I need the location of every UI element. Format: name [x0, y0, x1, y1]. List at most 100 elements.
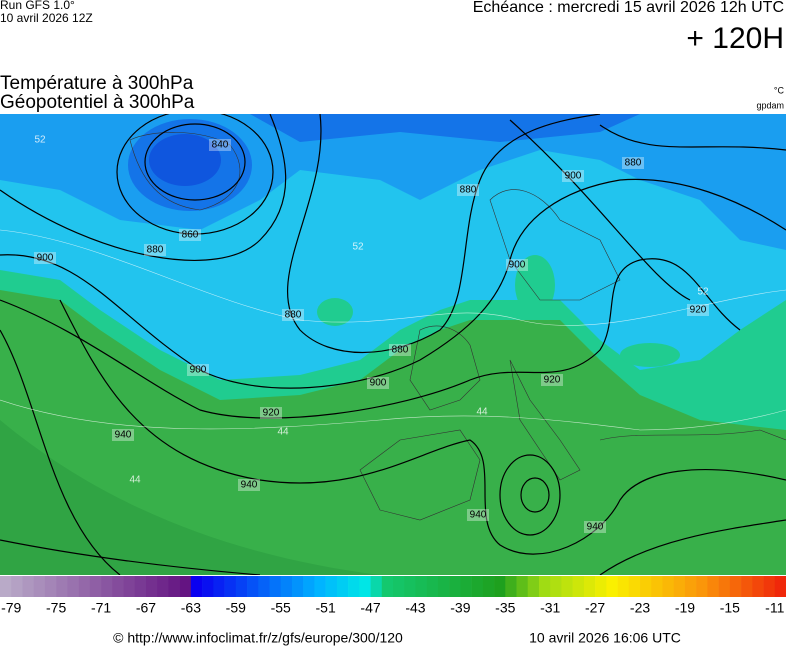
label-box: [506, 259, 528, 271]
colorbar-cell: [291, 576, 304, 597]
colorbar-cell: [741, 576, 753, 597]
colorbar-cell: [370, 576, 383, 597]
colorbar-label: -75: [46, 600, 66, 616]
colorbar-cell: [538, 576, 551, 597]
colorbar-cell: [404, 576, 416, 597]
colorbar-cell: [22, 576, 34, 597]
label-box: [112, 429, 134, 441]
colorbar-cell: [572, 576, 585, 597]
contour-label: 860: [182, 230, 199, 241]
colorbar-cell: [482, 576, 495, 597]
contour-label: 900: [565, 171, 582, 182]
blue-dark: [250, 114, 640, 142]
colorbar-cell: [426, 576, 439, 597]
colorbar-cell: [437, 576, 450, 597]
contour-label: 840: [212, 140, 229, 151]
contour-label: 920: [544, 375, 561, 386]
colorbar-cell: [303, 576, 315, 597]
colorbar-cell: [67, 576, 79, 597]
colorbar-cell: [190, 576, 203, 597]
colorbar-cell: [471, 576, 484, 597]
colorbar-cell: [168, 576, 180, 597]
colorbar-label: -39: [450, 600, 470, 616]
colorbar-cell: [718, 576, 731, 597]
colorbar-cell: [505, 576, 517, 597]
colorbar-label: -55: [271, 600, 291, 616]
colorbar-label: -23: [630, 600, 650, 616]
blue-deep: [149, 134, 221, 186]
title-geopotential: Géopotentiel à 300hPa: [0, 92, 195, 113]
label-box: [584, 521, 606, 533]
contour-label: 920: [263, 408, 280, 419]
colorbar-cell: [213, 576, 225, 597]
label-box: [562, 170, 584, 182]
colorbar-label: -47: [360, 600, 380, 616]
temperature-label: 52: [697, 287, 709, 298]
colorbar-cell: [628, 576, 641, 597]
label-box: [541, 374, 563, 386]
colorbar-label: -35: [495, 600, 515, 616]
colorbar-label: -79: [1, 600, 21, 616]
colorbar-label: -67: [136, 600, 156, 616]
label-box: [179, 229, 201, 241]
colorbar-cell: [314, 576, 326, 597]
green-dark: [0, 420, 380, 575]
colorbar-label: -31: [540, 600, 560, 616]
colorbar-label: -19: [675, 600, 695, 616]
label-box: [209, 139, 231, 151]
map: [0, 114, 786, 575]
contour-label: 880: [285, 310, 302, 321]
colorbar-cell: [415, 576, 427, 597]
colorbar-cell: [44, 576, 57, 597]
colorbar-cell: [516, 576, 529, 597]
source: © http://www.infoclimat.fr/z/gfs/europe/…: [113, 630, 403, 646]
colorbar-cell: [0, 576, 12, 597]
cyan-green: [317, 298, 353, 326]
contour-label: 940: [470, 510, 487, 521]
colorbar-cell: [247, 576, 259, 597]
contour-label: 900: [190, 365, 207, 376]
colorbar-cell: [134, 576, 147, 597]
colorbar-cell: [11, 576, 23, 597]
colorbar-label: -11: [765, 600, 784, 616]
colorbar-cell: [224, 576, 237, 597]
contour-label: 880: [392, 345, 409, 356]
contour-label: 920: [690, 305, 707, 316]
contour-label: 880: [625, 158, 642, 169]
colorbar-cell: [449, 576, 461, 597]
colorbar-cell: [258, 576, 270, 597]
colorbar-label: -63: [181, 600, 201, 616]
colorbar-cell: [336, 576, 349, 597]
temperature-label: 44: [476, 407, 488, 418]
colorbar-cell: [393, 576, 405, 597]
colorbar-cell: [550, 576, 562, 597]
colorbar-label: -43: [405, 600, 425, 616]
colorbar-cell: [157, 576, 169, 597]
colorbar-cell: [145, 576, 158, 597]
colorbar-cell: [179, 576, 192, 597]
colorbar-cell: [460, 576, 472, 597]
temperature-label: 52: [34, 135, 46, 146]
colorbar-cell: [33, 576, 46, 597]
colorbar-cell: [752, 576, 764, 597]
contour-label: 940: [587, 522, 604, 533]
colorbar-cell: [684, 576, 697, 597]
colorbar-cell: [617, 576, 630, 597]
colorbar-label: -71: [91, 600, 111, 616]
colorbar-cell: [101, 576, 113, 597]
title-temperature: Température à 300hPa: [0, 73, 194, 94]
colorbar-cell: [640, 576, 652, 597]
colorbar-cell: [494, 576, 506, 597]
temperature-contours: [0, 229, 786, 431]
colorbar-cell: [583, 576, 596, 597]
colorbar-cell: [359, 576, 371, 597]
colorbar-cell: [774, 576, 786, 597]
colorbar-cell: [673, 576, 686, 597]
colorbar-cell: [696, 576, 708, 597]
colorbar-cell: [763, 576, 776, 597]
contour-label: 880: [460, 185, 477, 196]
temperature-label: 44: [129, 475, 141, 486]
colorbar-cell: [235, 576, 248, 597]
